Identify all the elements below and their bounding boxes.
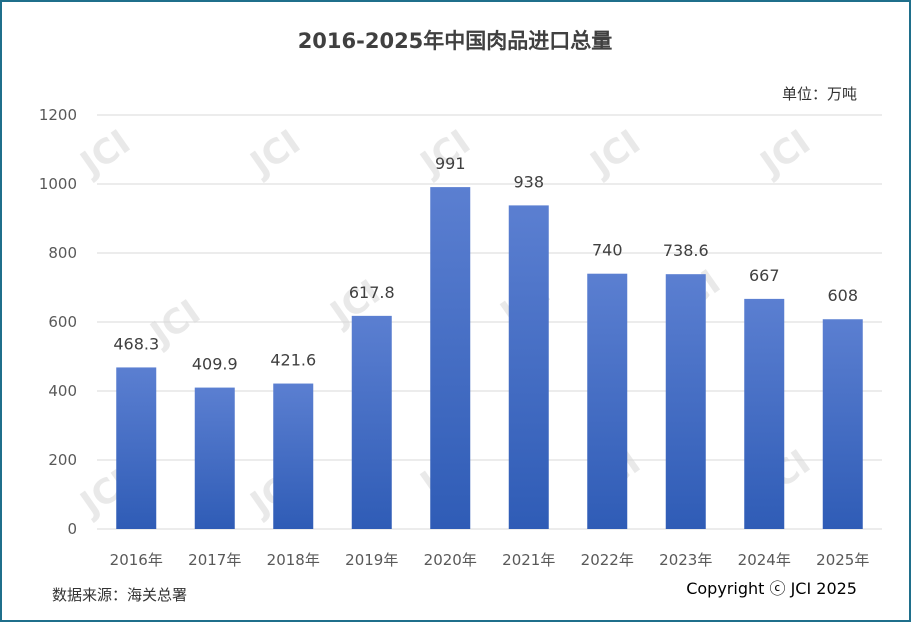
source-note: 数据来源：海关总署 xyxy=(52,586,187,604)
data-label: 667 xyxy=(749,266,780,285)
x-tick-label: 2023年 xyxy=(659,551,712,569)
data-labels: 468.3 409.9 421.6 617.8 991 938 740 738.6 667 608 xyxy=(113,154,858,373)
bar xyxy=(822,319,863,529)
x-tick-label: 2018年 xyxy=(267,551,320,569)
data-label: 740 xyxy=(592,241,623,260)
watermark-text: JCI xyxy=(582,122,648,185)
data-label: 608 xyxy=(827,286,858,305)
bars xyxy=(116,187,863,530)
bar xyxy=(273,383,314,529)
x-tick-label: 2016年 xyxy=(110,551,163,569)
watermark-text: JCI xyxy=(72,122,138,185)
copyright-note: Copyright ⓒ JCI 2025 xyxy=(686,579,857,598)
bar xyxy=(351,315,392,529)
watermark-text: JCI xyxy=(242,122,308,185)
y-tick-label: 1200 xyxy=(39,106,77,124)
data-label: 738.6 xyxy=(663,241,709,260)
data-label: 409.9 xyxy=(192,355,238,374)
y-axis: 0 200 400 600 800 1000 1200 xyxy=(39,106,77,538)
x-tick-label: 2021年 xyxy=(502,551,555,569)
x-tick-label: 2017年 xyxy=(188,551,241,569)
x-tick-label: 2019年 xyxy=(345,551,398,569)
bar xyxy=(744,298,785,529)
x-tick-label: 2024年 xyxy=(738,551,791,569)
x-axis: 2016年 2017年 2018年 2019年 2020年 2021年 2022年 2023年… xyxy=(110,551,870,569)
data-label: 991 xyxy=(435,154,466,173)
bar xyxy=(508,205,549,529)
x-tick-label: 2020年 xyxy=(424,551,477,569)
watermark-text: JCI xyxy=(752,122,818,185)
bar xyxy=(430,187,471,530)
y-tick-label: 200 xyxy=(48,451,77,469)
x-tick-label: 2025年 xyxy=(816,551,869,569)
y-tick-label: 600 xyxy=(48,313,77,331)
y-tick-label: 400 xyxy=(48,382,77,400)
bar xyxy=(587,273,628,529)
unit-label: 单位：万吨 xyxy=(782,85,857,103)
y-tick-label: 1000 xyxy=(39,175,77,193)
data-label: 617.8 xyxy=(349,283,395,302)
bar xyxy=(116,367,157,529)
y-tick-label: 800 xyxy=(48,244,77,262)
data-label: 468.3 xyxy=(113,334,159,353)
y-tick-label: 0 xyxy=(67,520,77,538)
data-label: 938 xyxy=(513,172,544,191)
x-tick-label: 2022年 xyxy=(581,551,634,569)
data-label: 421.6 xyxy=(270,351,316,370)
bar xyxy=(665,274,706,529)
bar xyxy=(194,387,235,529)
chart-title: 2016-2025年中国肉品进口总量 xyxy=(298,29,613,53)
